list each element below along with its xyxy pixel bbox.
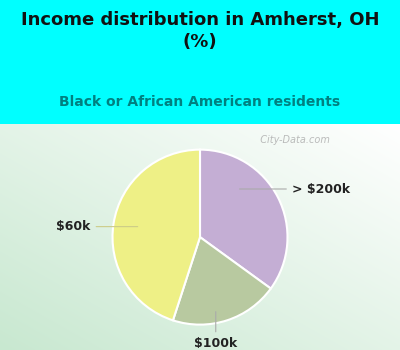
- Wedge shape: [173, 237, 271, 324]
- Wedge shape: [112, 150, 200, 320]
- Text: $100k: $100k: [194, 312, 237, 350]
- Text: City-Data.com: City-Data.com: [254, 135, 330, 145]
- Text: $60k: $60k: [56, 220, 138, 233]
- Wedge shape: [200, 150, 288, 288]
- Text: > $200k: > $200k: [240, 182, 350, 196]
- Text: Income distribution in Amherst, OH
(%): Income distribution in Amherst, OH (%): [21, 11, 379, 51]
- Text: Black or African American residents: Black or African American residents: [60, 95, 340, 109]
